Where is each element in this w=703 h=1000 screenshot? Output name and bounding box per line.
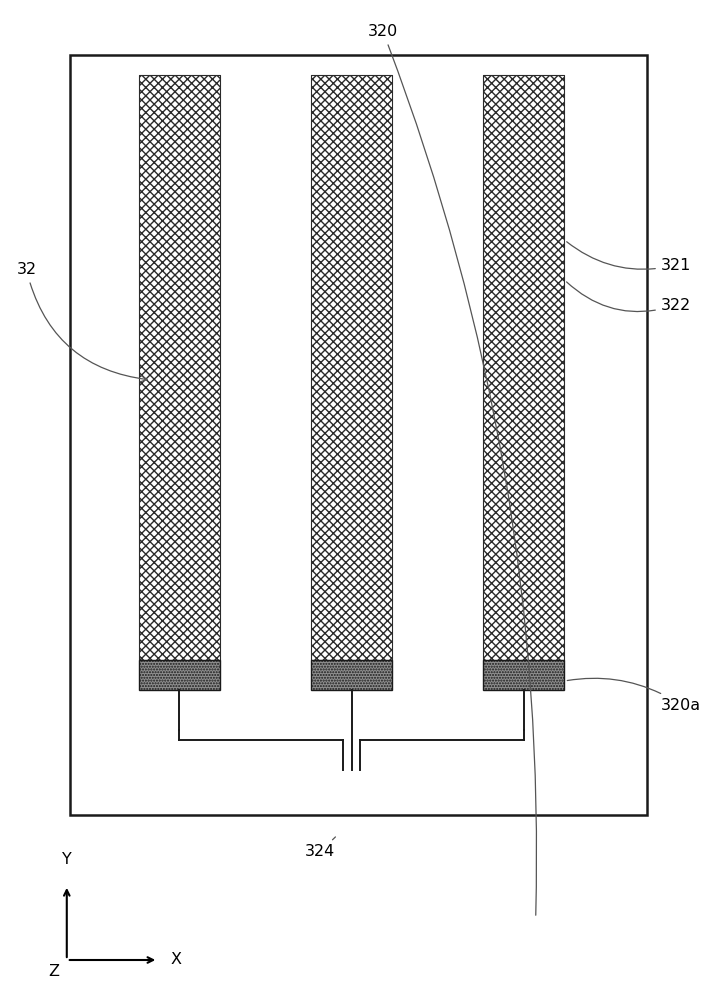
Bar xyxy=(139,660,219,690)
Bar xyxy=(484,660,565,690)
Text: 322: 322 xyxy=(567,282,691,312)
Text: 320a: 320a xyxy=(567,678,701,712)
Text: Y: Y xyxy=(62,852,72,867)
Text: 32: 32 xyxy=(16,262,147,382)
Bar xyxy=(484,75,565,660)
Bar xyxy=(311,75,392,660)
Text: X: X xyxy=(171,952,182,968)
Bar xyxy=(139,75,219,660)
Bar xyxy=(484,75,565,660)
Text: 324: 324 xyxy=(304,837,335,859)
Bar xyxy=(311,75,392,660)
Text: 320: 320 xyxy=(368,24,536,915)
Text: Z: Z xyxy=(49,964,60,980)
Bar xyxy=(70,55,647,815)
Bar xyxy=(139,75,219,660)
Text: 321: 321 xyxy=(567,242,691,272)
Bar xyxy=(311,660,392,690)
